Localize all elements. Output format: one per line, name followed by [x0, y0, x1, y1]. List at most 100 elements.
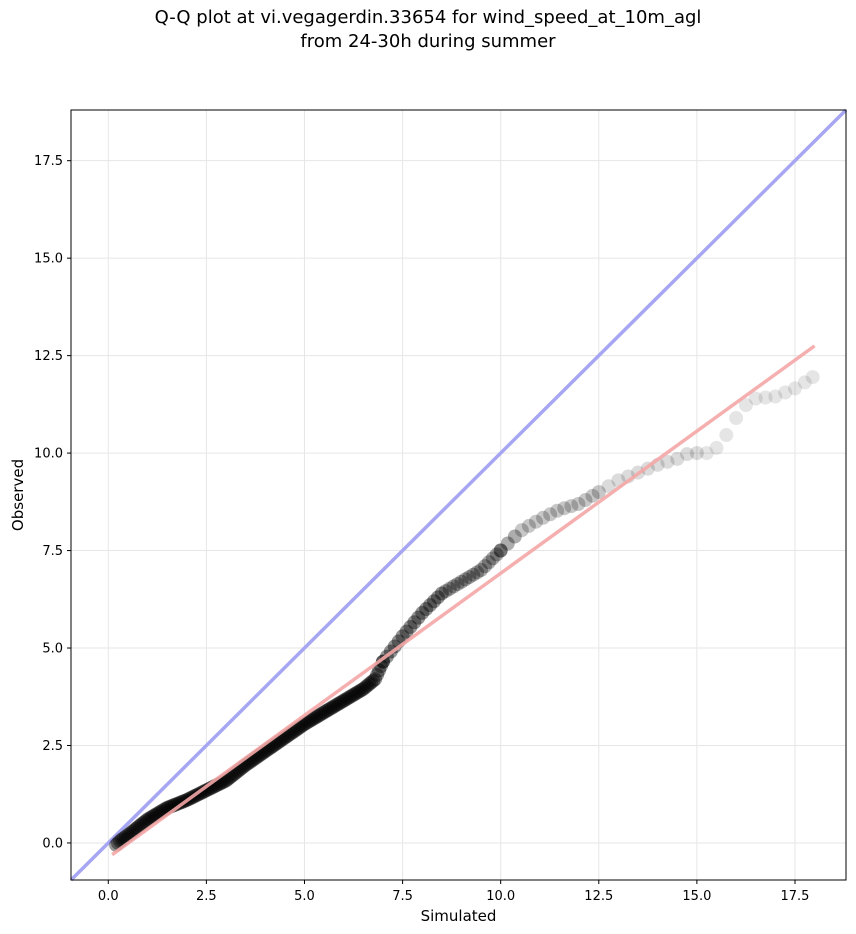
chart-title: Q-Q plot at vi.vegagerdin.33654 for wind…: [0, 6, 856, 54]
qq-point: [140, 812, 155, 827]
qq-point: [729, 411, 744, 425]
qq-point: [485, 551, 500, 566]
qq-point: [342, 690, 357, 705]
qq-point: [778, 385, 793, 400]
qq-point: [364, 675, 379, 690]
qq-point: [719, 428, 734, 443]
x-tick-label: 0.0: [98, 889, 119, 904]
qq-point: [362, 677, 377, 692]
qq-point: [281, 727, 296, 742]
qq-point: [375, 654, 390, 669]
qq-point: [470, 565, 485, 580]
qq-point: [144, 810, 159, 825]
qq-point: [317, 705, 332, 720]
qq-point: [122, 826, 137, 841]
qq-point: [338, 692, 353, 707]
qq-point: [297, 717, 312, 732]
qq-point: [134, 817, 149, 832]
qq-point: [375, 654, 390, 669]
qq-point: [768, 389, 783, 404]
qq-point: [758, 390, 773, 405]
qq-point: [132, 818, 147, 833]
qq-point: [454, 574, 469, 589]
qq-point: [387, 639, 402, 654]
qq-point: [136, 815, 151, 830]
qq-point: [289, 722, 304, 737]
qq-point: [301, 714, 316, 729]
qq-point: [370, 667, 385, 682]
qq-point: [368, 672, 383, 687]
qq-point: [660, 454, 675, 469]
grid-lines: [71, 110, 846, 880]
qq-point: [529, 514, 543, 529]
qq-point: [350, 685, 365, 700]
qq-point: [285, 725, 300, 740]
x-tick-label: 15.0: [682, 889, 711, 904]
qq-point: [150, 806, 165, 821]
qq-point: [348, 686, 363, 701]
x-tick-label: 2.5: [196, 889, 217, 904]
qq-point: [360, 678, 375, 693]
qq-point: [142, 811, 157, 826]
y-tick-label: 10.0: [34, 447, 63, 462]
qq-point: [787, 381, 802, 396]
qq-point: [403, 619, 418, 634]
qq-point: [399, 624, 414, 639]
qq-point: [571, 497, 586, 512]
qq-point: [521, 518, 536, 533]
qq-point: [430, 590, 445, 605]
qq-point: [324, 700, 339, 715]
qq-point: [340, 691, 355, 706]
qq-point: [407, 615, 422, 630]
qq-point: [354, 683, 369, 698]
qq-point: [128, 821, 143, 836]
qq-point: [124, 825, 139, 840]
qq-point: [322, 701, 337, 716]
qq-point: [585, 488, 600, 503]
y-tick-label: 2.5: [42, 739, 63, 754]
qq-point: [313, 707, 328, 722]
qq-point: [458, 572, 473, 587]
qq-point: [295, 718, 310, 733]
qq-point: [197, 784, 212, 799]
linear-fit-line: [111, 344, 816, 857]
plot-frame: [70, 109, 847, 881]
qq-point: [326, 699, 341, 714]
y-tick-label: 17.5: [34, 154, 63, 169]
y-tick-label: 12.5: [34, 349, 63, 364]
qq-point: [336, 693, 351, 708]
qq-point: [358, 680, 373, 695]
axis-ticks: 0.0 2.5 5.0 7.5 10.0 12.5 15.0 17.5 0.0 2.5 5.0 7.5…: [34, 154, 809, 904]
qq-point: [564, 499, 579, 514]
y-tick-label: 15.0: [34, 252, 63, 267]
qq-point: [578, 493, 593, 508]
fit-line-layer: [111, 344, 816, 857]
qq-point: [126, 823, 141, 838]
qq-point: [466, 567, 481, 582]
qq-point: [797, 375, 812, 390]
qq-point: [462, 570, 477, 585]
qq-point: [507, 529, 522, 544]
qq-point: [307, 711, 322, 726]
qq-point: [434, 586, 449, 601]
qq-point: [293, 719, 308, 734]
qq-point: [146, 809, 161, 824]
qq-point: [411, 610, 426, 625]
qq-point: [219, 773, 233, 788]
y-tick-label: 5.0: [42, 642, 63, 657]
y-tick-label: 0.0: [42, 836, 63, 851]
qq-point: [311, 708, 326, 723]
x-axis-label: Simulated: [421, 907, 497, 925]
qq-point: [481, 555, 496, 570]
x-tick-label: 7.5: [392, 889, 413, 904]
chart-title-line-1: Q-Q plot at vi.vegagerdin.33654 for wind…: [154, 7, 702, 28]
qq-point: [291, 721, 306, 736]
identity-reference-line: [69, 108, 848, 882]
qq-point: [366, 673, 381, 688]
qq-point: [446, 579, 461, 594]
qq-point: [477, 559, 492, 574]
x-tick-label: 10.0: [486, 889, 515, 904]
qq-point: [344, 688, 359, 703]
qq-point: [493, 543, 508, 558]
